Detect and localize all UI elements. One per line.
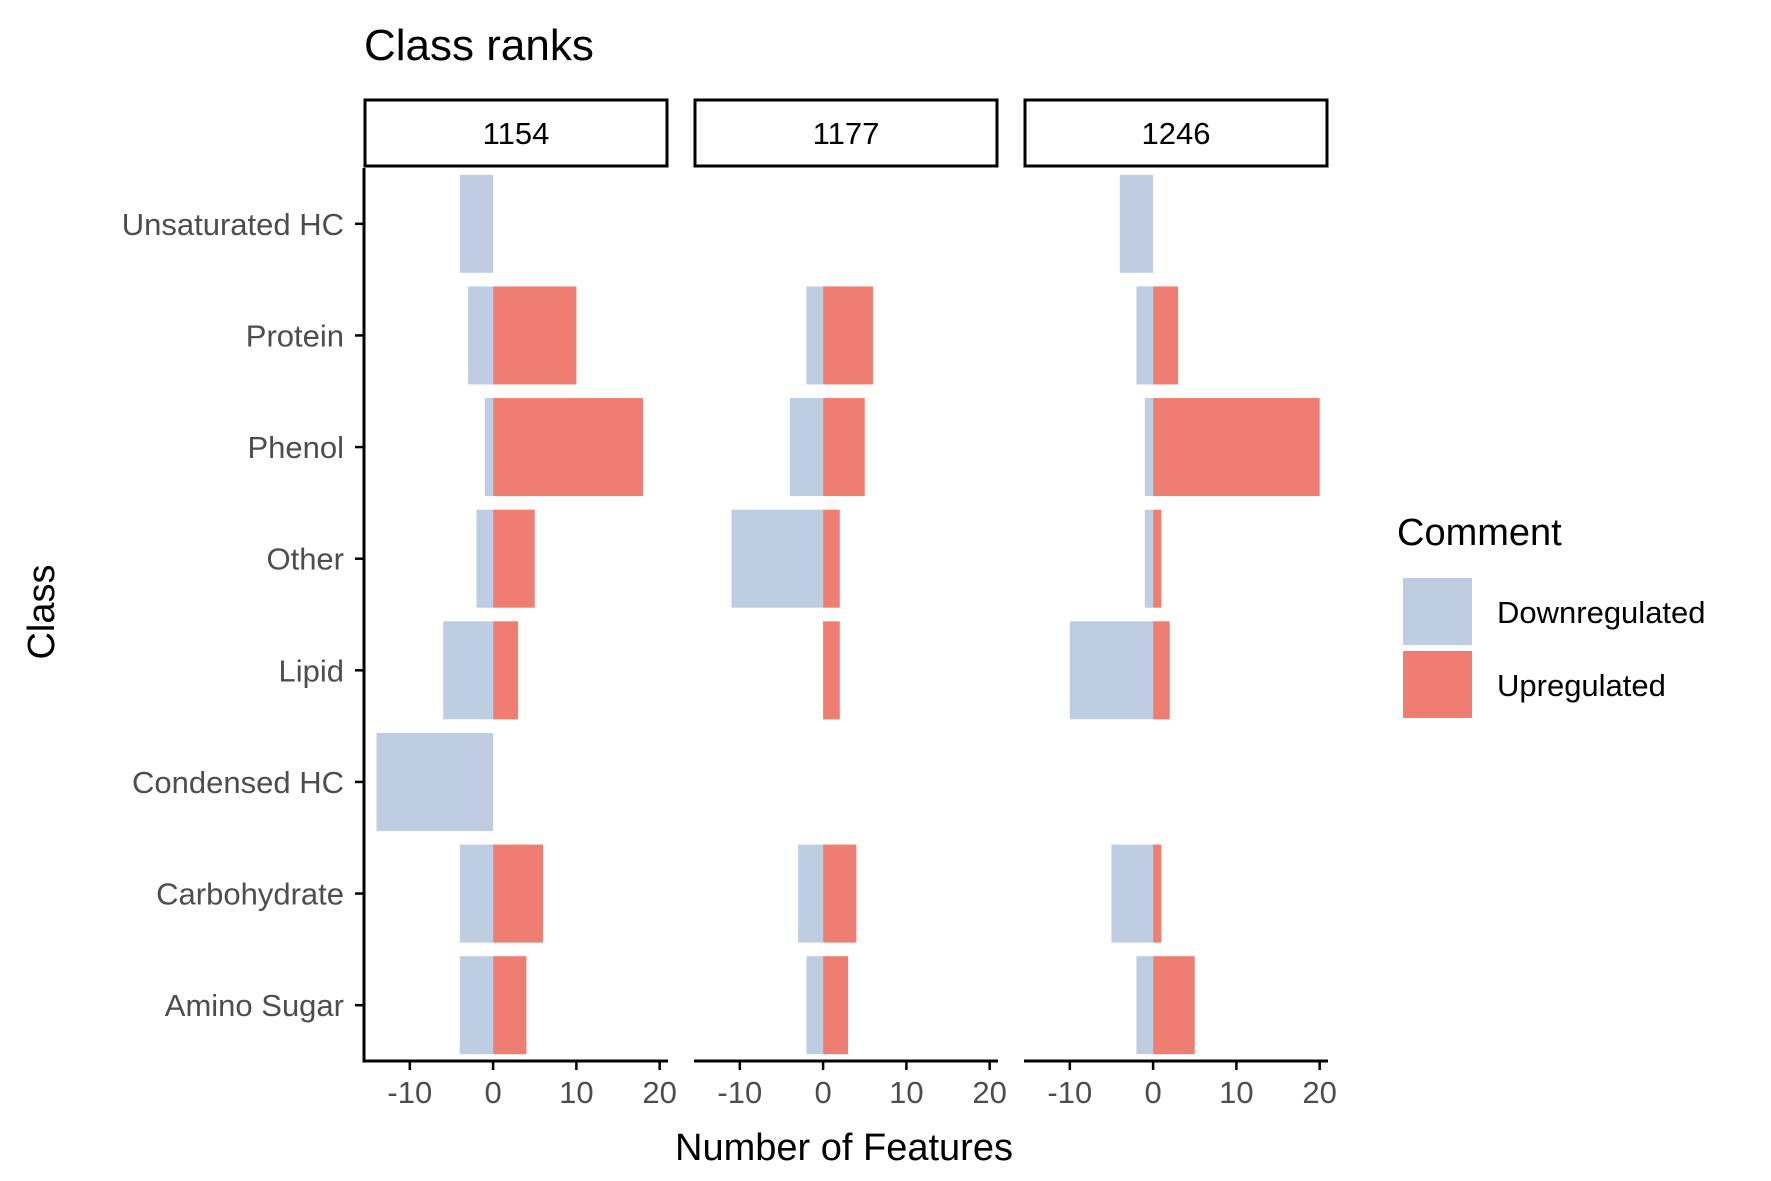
facet-strip-label: 1154 [483, 116, 550, 151]
bar-1177-carbohydrate-upregulated [823, 844, 857, 943]
bar-1177-phenol-downregulated [789, 398, 824, 497]
bar-1154-carbohydrate-downregulated [459, 844, 494, 943]
bar-1246-carbohydrate-upregulated [1153, 844, 1162, 943]
legend: Comment Downregulated Upregulated [1397, 512, 1706, 718]
bar-1246-protein-upregulated [1153, 286, 1179, 385]
bar-1154-unsaturated-hc-downregulated [459, 174, 494, 273]
x-tick-label: -10 [717, 1075, 762, 1110]
category-label-other: Other [266, 542, 344, 577]
facet-strip-1177 [693, 98, 999, 168]
legend-label-upregulated: Upregulated [1497, 668, 1666, 703]
bar-1154-condensed-hc-downregulated [376, 732, 494, 831]
category-labels: Unsaturated HC Protein Phenol Other Lipid Con… [122, 207, 344, 1023]
legend-key-downregulated [1403, 578, 1472, 645]
x-tick-label: 0 [814, 1075, 831, 1110]
x-axis-title: Number of Features [675, 1127, 1013, 1169]
bar-1154-protein-downregulated [468, 286, 494, 385]
bar-1246-lipid-upregulated [1153, 621, 1170, 720]
bar-1177-protein-upregulated [823, 286, 874, 385]
bar-1246-other-downregulated [1144, 509, 1154, 608]
bar-1177-lipid-upregulated [823, 621, 840, 720]
category-label-lipid: Lipid [279, 653, 345, 688]
bar-1154-other-downregulated [476, 509, 494, 608]
facet-strip-label: 1246 [1142, 116, 1211, 151]
bar-1154-carbohydrate-upregulated [493, 844, 544, 943]
bar-1246-phenol-downregulated [1144, 398, 1154, 497]
bar-1154-amino-sugar-downregulated [459, 956, 494, 1055]
category-label-phenol: Phenol [247, 430, 344, 465]
bar-1246-unsaturated-hc-downregulated [1119, 174, 1154, 273]
category-label-amino-sugar: Amino Sugar [165, 988, 344, 1023]
x-tick-label: 10 [559, 1075, 593, 1110]
facet-strip-label: 1177 [813, 116, 880, 151]
bar-1154-protein-upregulated [493, 286, 577, 385]
bar-1177-amino-sugar-upregulated [823, 956, 849, 1055]
facet-strip-1246 [1023, 98, 1329, 168]
bar-1154-lipid-upregulated [493, 621, 519, 720]
bar-1177-amino-sugar-downregulated [806, 956, 824, 1055]
x-tick-labels: -10 0 10 20 -10 0 10 20 -10 0 10 20 [387, 1075, 1337, 1110]
bar-1177-other-upregulated [823, 509, 840, 608]
y-axis-title: Class [21, 564, 63, 659]
bar-1246-amino-sugar-downregulated [1136, 956, 1154, 1055]
bar-1154-phenol-downregulated [484, 398, 494, 497]
legend-key-upregulated [1403, 651, 1472, 718]
category-label-condensed-hc: Condensed HC [132, 765, 344, 800]
bar-1177-phenol-upregulated [823, 398, 865, 497]
x-tick-label: 20 [972, 1075, 1006, 1110]
bar-1246-lipid-downregulated [1069, 621, 1154, 720]
bar-1154-phenol-upregulated [493, 398, 644, 497]
bar-1246-other-upregulated [1153, 509, 1162, 608]
x-tick-label: 20 [642, 1075, 676, 1110]
category-label-carbohydrate: Carbohydrate [156, 877, 344, 912]
category-label-unsaturated-hc: Unsaturated HC [122, 207, 344, 242]
category-label-protein: Protein [246, 318, 344, 353]
facet-strips: 1154 1177 1246 [363, 98, 1329, 168]
bar-1177-protein-downregulated [806, 286, 824, 385]
bar-1154-other-upregulated [493, 509, 535, 608]
x-tick-label: 0 [484, 1075, 501, 1110]
bar-1177-carbohydrate-downregulated [798, 844, 824, 943]
bar-1246-protein-downregulated [1136, 286, 1154, 385]
bar-1246-phenol-upregulated [1153, 398, 1320, 497]
legend-title: Comment [1397, 512, 1562, 554]
bars [376, 174, 1320, 1055]
bar-1246-carbohydrate-downregulated [1111, 844, 1154, 943]
x-tick-label: 10 [889, 1075, 923, 1110]
x-tick-label: -10 [387, 1075, 432, 1110]
x-tick-label: 20 [1302, 1075, 1336, 1110]
facet-strip-1154 [363, 98, 669, 168]
x-tick-label: -10 [1047, 1075, 1092, 1110]
bar-1246-amino-sugar-upregulated [1153, 956, 1195, 1055]
x-tick-label: 10 [1219, 1075, 1253, 1110]
chart-title: Class ranks [364, 21, 594, 70]
bar-1154-amino-sugar-upregulated [493, 956, 527, 1055]
x-tick-label: 0 [1144, 1075, 1161, 1110]
axes [355, 168, 1328, 1070]
bar-1177-other-downregulated [731, 509, 824, 608]
bar-1154-lipid-downregulated [443, 621, 494, 720]
legend-label-downregulated: Downregulated [1497, 595, 1706, 630]
